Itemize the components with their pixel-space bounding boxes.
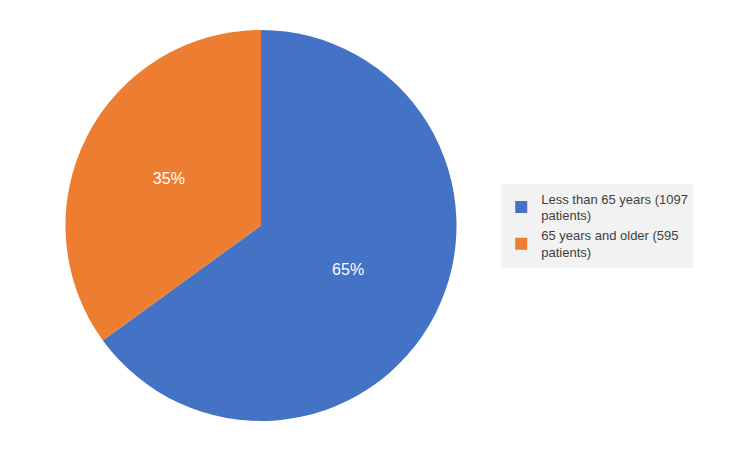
svg-text:35%: 35% [153,170,185,187]
svg-text:Less than 65 years (1097patien: Less than 65 years (1097patients) [541,192,688,224]
svg-text:65%: 65% [332,261,364,278]
svg-text:65 years and older (595patient: 65 years and older (595patients) [541,228,678,260]
